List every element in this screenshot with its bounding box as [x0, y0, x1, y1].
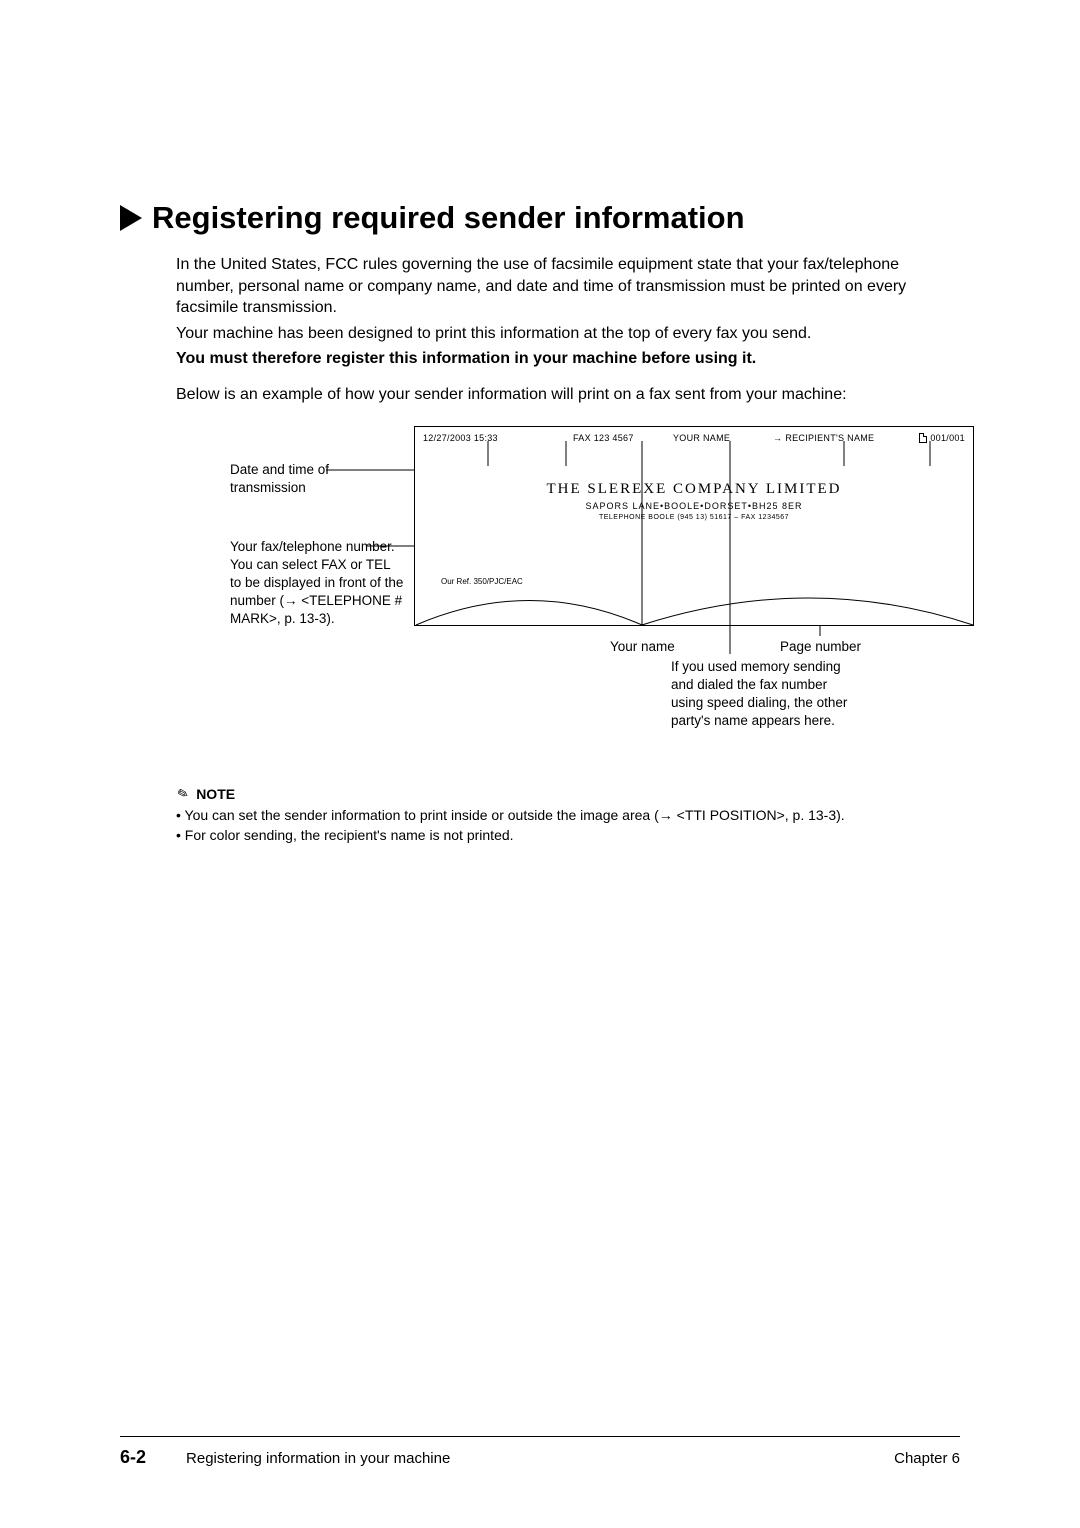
footer-page-number: 6-2	[120, 1447, 146, 1468]
company-address: SAPORS LANE•BOOLE•DORSET•BH25 8ER	[415, 501, 973, 511]
fax-example-diagram: 12/27/2003 15:33 FAX 123 4567 YOUR NAME …	[230, 426, 960, 746]
footer-title: Registering information in your machine	[186, 1450, 894, 1467]
fax-page-box: 12/27/2003 15:33 FAX 123 4567 YOUR NAME …	[414, 426, 974, 626]
fax-header-faxnumber: FAX 123 4567	[573, 433, 673, 444]
arrow-right-icon: →	[773, 433, 782, 443]
paragraph-2: Your machine has been designed to print …	[176, 323, 960, 345]
note-section: ✎ NOTE • You can set the sender informat…	[176, 786, 960, 846]
label-memory: If you used memory sending and dialed th…	[671, 658, 851, 731]
note-bullet-2: • For color sending, the recipient's nam…	[176, 826, 960, 845]
note-label: NOTE	[196, 786, 235, 802]
footer-chapter: Chapter 6	[894, 1450, 960, 1467]
label-faxtel: Your fax/telephone number. You can selec…	[230, 538, 405, 629]
fax-header-recipient: →RECIPIENT'S NAME	[773, 433, 903, 444]
page-heading: Registering required sender information	[152, 200, 745, 236]
pencil-icon: ✎	[173, 784, 191, 804]
fax-header-yourname: YOUR NAME	[673, 433, 773, 444]
company-ref: Our Ref. 350/PJC/EAC	[441, 577, 523, 586]
paragraph-1: In the United States, FCC rules governin…	[176, 254, 960, 319]
company-telephone: TELEPHONE BOOLE (945 13) 51617 – FAX 123…	[415, 514, 973, 521]
label-yourname: Your name	[610, 638, 675, 656]
heading-triangle-icon	[120, 205, 142, 231]
page-icon	[919, 433, 927, 443]
paragraph-4: Below is an example of how your sender i…	[176, 384, 960, 406]
page-footer: 6-2 Registering information in your mach…	[120, 1436, 960, 1468]
fax-header-datetime: 12/27/2003 15:33	[423, 433, 573, 444]
fax-header-pagecount: 001/001	[903, 433, 965, 444]
paragraph-3-bold: You must therefore register this informa…	[176, 348, 960, 370]
label-datetime: Date and time of transmission	[230, 461, 370, 497]
note-bullet-1: • You can set the sender information to …	[176, 806, 960, 825]
company-name: THE SLEREXE COMPANY LIMITED	[415, 481, 973, 498]
fax-header-line: 12/27/2003 15:33 FAX 123 4567 YOUR NAME …	[415, 427, 973, 450]
label-pagenum: Page number	[780, 638, 861, 656]
company-block: THE SLEREXE COMPANY LIMITED SAPORS LANE•…	[415, 481, 973, 521]
